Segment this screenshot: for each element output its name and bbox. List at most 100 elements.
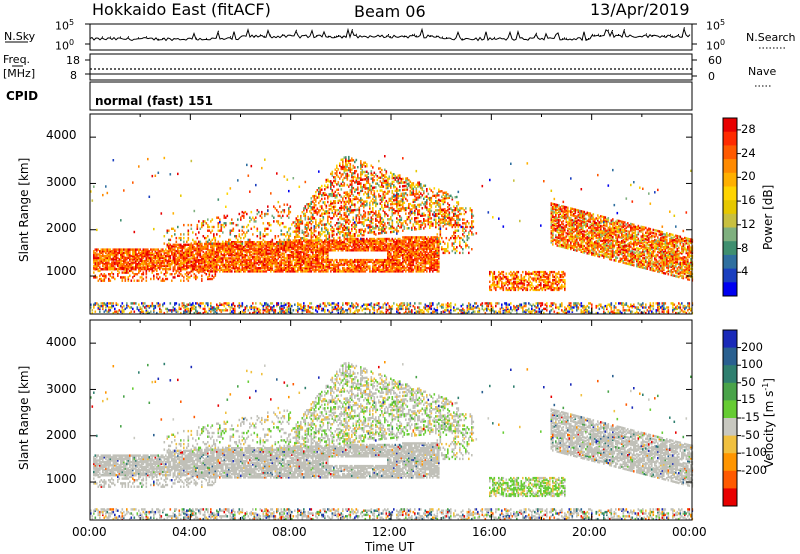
power-echo-cell	[198, 254, 200, 257]
power-echo-cell	[109, 254, 112, 258]
power-echo-cell	[219, 309, 221, 312]
power-echo-cell	[328, 180, 331, 183]
power-echo-cell	[343, 195, 346, 198]
power-echo-cell	[319, 263, 322, 267]
power-echo-cell	[306, 227, 308, 230]
power-echo-cell	[103, 248, 106, 251]
power-echo-cell	[195, 276, 197, 279]
power-echo-cell	[322, 252, 325, 255]
power-echo-cell	[259, 231, 262, 234]
power-echo-cell	[381, 247, 383, 250]
power-echo-cell	[324, 239, 326, 242]
power-echo-cell	[208, 307, 211, 311]
power-echo-cell	[396, 242, 398, 246]
power-echo-cell	[351, 159, 353, 162]
power-echo-cell	[246, 231, 248, 234]
power-echo-cell	[250, 304, 253, 308]
power-echo-cell	[210, 242, 212, 246]
power-echo-cell	[274, 252, 277, 255]
power-echo-cell	[370, 171, 373, 175]
power-echo-cell	[324, 225, 326, 228]
power-echo-cell	[300, 242, 302, 246]
power-echo-cell	[273, 270, 275, 273]
power-echo-cell	[360, 213, 362, 217]
power-echo-cell	[333, 205, 335, 209]
power-echo-cell	[393, 193, 395, 196]
power-echo-cell	[195, 306, 197, 309]
power-echo-cell	[220, 262, 223, 265]
power-echo-cell	[187, 223, 190, 227]
power-echo-cell	[261, 263, 263, 267]
power-echo-cell	[165, 266, 167, 269]
power-echo-cell	[267, 260, 269, 263]
power-echo-cell	[324, 197, 326, 200]
power-echo-cell	[214, 262, 217, 265]
power-echo-cell	[384, 190, 386, 194]
power-echo-cell	[160, 248, 163, 251]
power-echo-cell	[271, 254, 274, 257]
power-echo-cell	[340, 175, 343, 178]
power-echo-cell	[228, 245, 230, 249]
power-echo-cell	[145, 251, 148, 255]
power-echo-cell	[217, 258, 220, 262]
power-echo-cell	[388, 304, 391, 308]
power-echo-cell	[388, 175, 391, 178]
power-echo-cell	[276, 242, 278, 246]
power-echo-cell	[375, 227, 377, 230]
power-echo-cell	[373, 265, 376, 268]
power-echo-cell	[246, 249, 248, 252]
power-echo-cell	[313, 202, 316, 205]
power-echo-cell	[331, 172, 334, 175]
power-echo-cell	[223, 302, 226, 305]
power-echo-cell	[264, 258, 266, 262]
power-echo-cell	[364, 218, 367, 222]
power-echo-cell	[363, 178, 365, 181]
power-echo-cell	[277, 303, 280, 306]
power-echo-cell	[354, 227, 356, 230]
power-echo-cell	[379, 189, 382, 192]
power-echo-cell	[346, 228, 349, 231]
power-echo-cell	[340, 217, 343, 221]
power-echo-cell	[357, 175, 359, 178]
power-echo-cell	[346, 263, 349, 267]
power-echo-cell	[300, 216, 302, 220]
power-echo-cell	[202, 250, 205, 254]
power-echo-cell	[112, 251, 115, 255]
power-echo-cell	[328, 310, 331, 313]
power-echo-cell	[345, 193, 347, 196]
power-echo-cell	[246, 245, 248, 249]
power-echo-cell	[258, 242, 260, 245]
power-echo-cell	[247, 258, 250, 262]
power-echo-cell	[258, 270, 260, 273]
power-echo-cell	[159, 254, 161, 258]
power-echo-cell	[312, 254, 314, 257]
power-echo-cell	[288, 257, 290, 260]
power-echo-cell	[225, 240, 227, 243]
power-echo-cell	[234, 241, 236, 244]
power-echo-cell	[150, 267, 152, 271]
power-echo-cell	[330, 258, 332, 262]
power-echo-cell	[118, 248, 121, 251]
power-echo-cell	[213, 309, 215, 312]
power-echo-cell	[297, 244, 299, 247]
power-echo-cell	[193, 254, 196, 257]
power-echo-cell	[246, 268, 248, 271]
power-echo-cell	[366, 268, 368, 271]
power-echo-cell	[270, 262, 272, 265]
power-echo-cell	[372, 221, 374, 225]
power-echo-cell	[379, 239, 382, 242]
power-echo-cell	[366, 265, 368, 268]
power-echo-cell	[327, 250, 329, 254]
power-echo-cell	[274, 247, 277, 250]
power-echo-cell	[136, 256, 139, 259]
power-echo-cell	[330, 239, 332, 242]
power-echo-cell	[376, 202, 379, 206]
power-echo-cell	[325, 206, 328, 209]
power-echo-cell	[196, 225, 199, 229]
power-echo-cell	[396, 258, 398, 262]
power-echo-cell	[331, 192, 334, 196]
power-echo-cell	[331, 183, 334, 186]
power-echo-cell	[208, 265, 211, 268]
power-echo-cell	[358, 230, 361, 234]
power-echo-cell	[330, 204, 332, 207]
